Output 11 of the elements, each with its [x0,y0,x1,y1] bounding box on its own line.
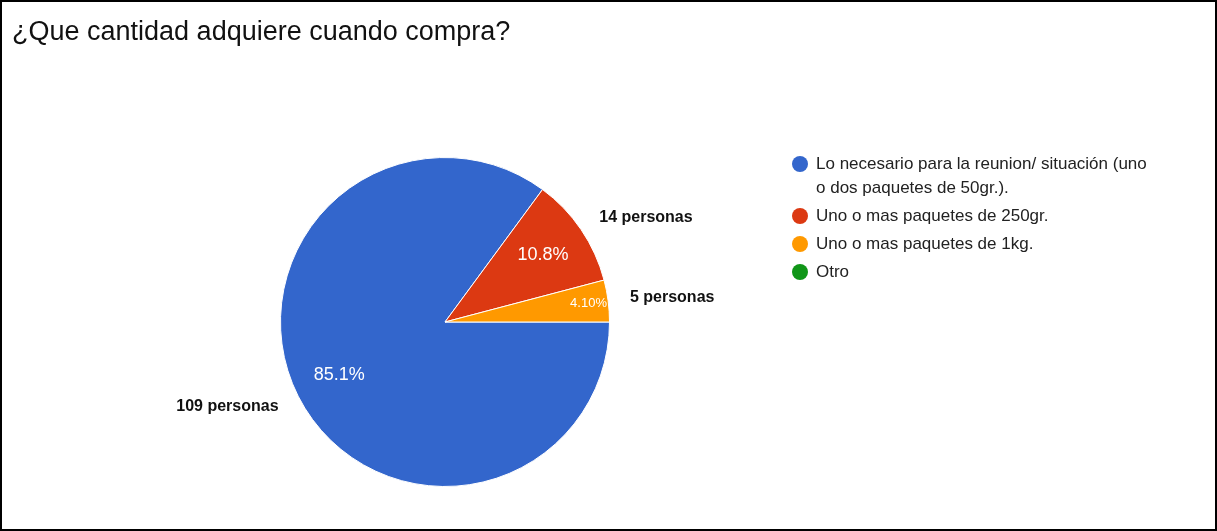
legend-label: Uno o mas paquetes de 1kg. [816,233,1035,255]
legend-label: Otro [816,261,851,283]
text: 14 personas [599,207,693,225]
chart-title: ¿Que cantidad adquiere cuando compra? [12,16,511,47]
data-label: 10.8% [517,244,569,265]
legend-label: Uno o mas paquetes de 250gr. [816,205,1050,227]
legend-label: Lo necesario para la reunion/ situación (uno o dos paquetes de 50gr.). [816,153,1148,199]
data-label: 85.1% [313,364,365,385]
text: 5 personas [629,288,715,306]
text: 109 personas [176,396,279,414]
data-label: 4.10% [570,294,608,310]
